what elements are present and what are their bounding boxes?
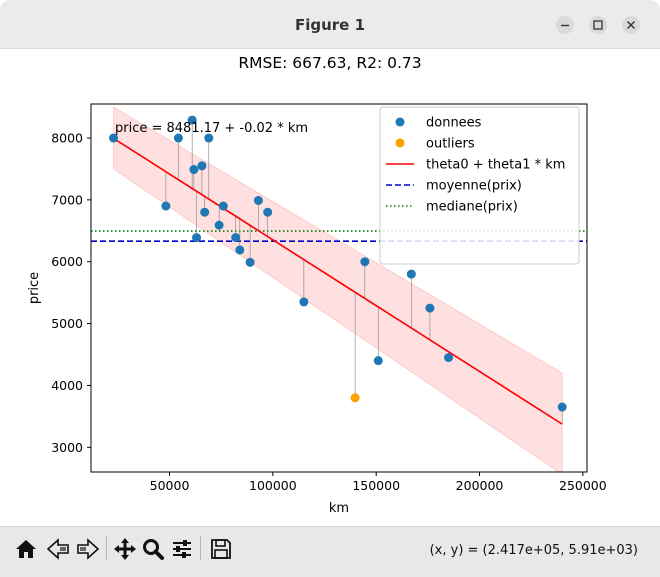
data-point: [187, 115, 197, 125]
data-point: [231, 233, 241, 243]
pan-button[interactable]: [113, 537, 137, 561]
y-tick-label: 4000: [51, 378, 83, 393]
save-button[interactable]: [209, 537, 233, 561]
data-point: [218, 201, 228, 211]
data-point: [425, 303, 435, 313]
data-point: [235, 245, 245, 255]
x-tick-label: 100000: [249, 478, 297, 493]
data-point: [245, 257, 255, 267]
y-tick-label: 6000: [51, 254, 83, 269]
window-title: Figure 1: [294, 16, 366, 34]
forward-button[interactable]: [76, 537, 100, 561]
data-point: [161, 201, 171, 211]
legend-entry-label: theta0 + theta1 * km: [426, 158, 565, 173]
data-point: [197, 161, 207, 171]
y-tick-label: 8000: [51, 131, 83, 146]
home-button[interactable]: [14, 537, 38, 561]
data-point: [204, 133, 214, 143]
y-tick-label: 5000: [51, 316, 83, 331]
zoom-icon: [143, 539, 164, 560]
x-axis-label: km: [329, 501, 349, 516]
data-point: [192, 233, 202, 243]
data-point: [360, 257, 370, 267]
y-tick-label: 7000: [51, 192, 83, 207]
legend-swatch-donnees: [395, 117, 405, 127]
data-point: [253, 195, 263, 205]
toolbar-separator: [106, 536, 107, 560]
legend-frame: [379, 106, 580, 265]
data-point: [444, 353, 454, 363]
data-point: [373, 356, 383, 366]
window-titlebar: Figure 1: [0, 0, 660, 49]
y-axis-label: price: [27, 272, 42, 304]
x-tick-label: 50000: [150, 478, 190, 493]
legend-swatch-outliers: [395, 138, 405, 148]
data-point: [214, 220, 224, 230]
forward-icon: [77, 538, 100, 560]
legend-entry-label: moyenne(prix): [426, 179, 522, 194]
zoom-button[interactable]: [141, 537, 165, 561]
regression-line: [113, 137, 563, 425]
toolbar-separator: [200, 536, 201, 560]
x-tick-label: 250000: [559, 478, 607, 493]
chart-title: RMSE: 667.63, R2: 0.73: [238, 54, 421, 72]
back-button[interactable]: [46, 537, 70, 561]
maximize-button[interactable]: [589, 16, 607, 34]
minimize-button[interactable]: [556, 16, 574, 34]
legend: donnees outliers theta0 + theta1 * km moyen…: [379, 106, 580, 265]
x-tick-label: 150000: [352, 478, 400, 493]
chart-canvas: RMSE: 667.63, R2: 0.73 50000 100000 150000…: [27, 54, 607, 516]
save-icon: [211, 539, 231, 559]
maximize-icon: [593, 20, 603, 30]
navigation-toolbar: (x, y) = (2.417e+05, 5.91e+03): [0, 526, 660, 577]
close-icon: [627, 21, 635, 29]
outlier-point: [350, 393, 360, 403]
cursor-coordinates: (x, y) = (2.417e+05, 5.91e+03): [429, 543, 638, 558]
configure-icon: [173, 540, 191, 558]
home-icon: [16, 540, 36, 558]
pan-icon: [114, 538, 136, 560]
data-point: [173, 133, 183, 143]
data-point: [299, 297, 309, 307]
configure-button[interactable]: [170, 537, 194, 561]
legend-entry-label: outliers: [426, 137, 475, 152]
equation-annotation: price = 8481.17 + -0.02 * km: [115, 121, 308, 136]
legend-entry-label: mediane(prix): [426, 200, 518, 215]
data-point: [109, 133, 119, 143]
confidence-band: [113, 106, 563, 472]
plot-area-frame: [90, 103, 588, 473]
legend-entry-label: donnees: [426, 116, 482, 131]
y-tick-label: 3000: [51, 440, 83, 455]
data-point: [557, 402, 567, 412]
x-tick-label: 200000: [456, 478, 504, 493]
back-icon: [46, 538, 69, 560]
close-button[interactable]: [622, 16, 640, 34]
data-point: [406, 269, 416, 279]
data-point: [200, 207, 210, 217]
data-point: [263, 207, 273, 217]
minimize-icon: [561, 24, 569, 27]
data-point: [189, 165, 199, 175]
